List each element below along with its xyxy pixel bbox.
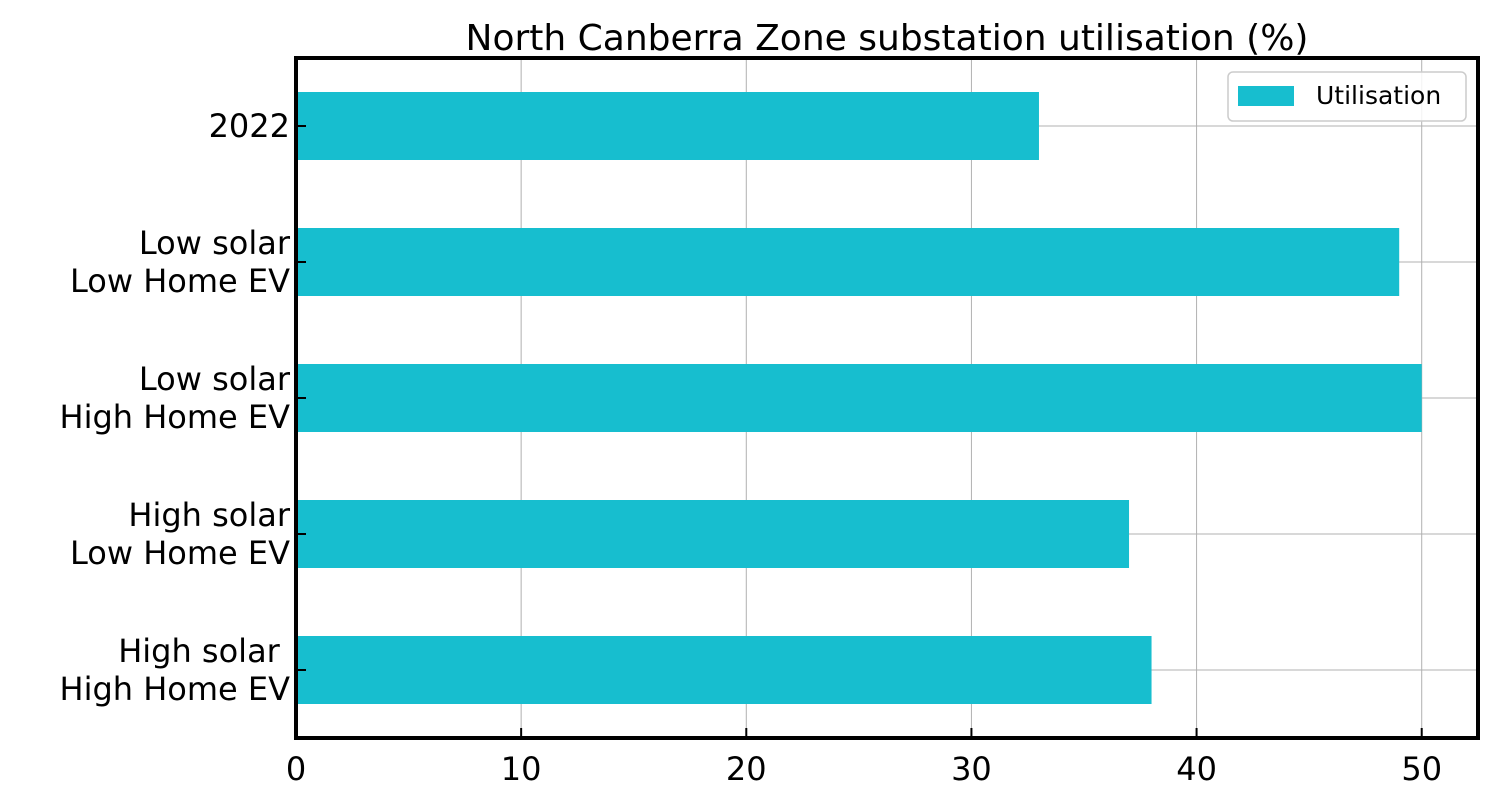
y-tick-label: Low solar Low Home EV <box>70 224 291 300</box>
bar <box>296 92 1039 160</box>
y-tick-label: 2022 <box>209 107 290 145</box>
y-tick-label-line: High solar <box>128 496 290 534</box>
y-tick-label-line: Low solar <box>139 224 291 262</box>
legend: Utilisation <box>1227 71 1467 122</box>
y-tick-label-line: Low Home EV <box>70 534 290 572</box>
x-tick-labels: 0 10 20 30 40 50 <box>286 750 1442 788</box>
x-tick-label: 10 <box>501 750 542 788</box>
y-tick-label: Low solar High Home EV <box>60 360 291 436</box>
y-tick-label: High solar Low Home EV <box>70 496 291 572</box>
x-tick-label: 40 <box>1176 750 1217 788</box>
axis-ticks <box>295 125 1423 738</box>
legend-label: Utilisation <box>1316 81 1441 110</box>
legend-box <box>1227 71 1467 122</box>
y-tick-label-line: High Home EV <box>60 670 291 708</box>
y-tick-label-line: Low solar <box>139 360 291 398</box>
y-tick-label-line: High solar <box>118 632 290 670</box>
chart-title: North Canberra Zone substation utilisati… <box>466 18 1309 59</box>
y-tick-label: High solar High Home EV <box>60 632 291 708</box>
x-tick-label: 30 <box>951 750 992 788</box>
bar <box>296 228 1400 296</box>
bars <box>296 92 1422 704</box>
bar <box>296 636 1152 704</box>
x-tick-label: 20 <box>726 750 767 788</box>
x-tick-label: 50 <box>1401 750 1442 788</box>
y-tick-label-line: Low Home EV <box>70 262 290 300</box>
y-tick-label-line: 2022 <box>209 107 290 145</box>
legend-swatch <box>1238 86 1294 106</box>
y-tick-label-line: High Home EV <box>60 398 291 436</box>
bar <box>296 500 1130 568</box>
bar <box>296 364 1422 432</box>
x-tick-label: 0 <box>286 750 306 788</box>
